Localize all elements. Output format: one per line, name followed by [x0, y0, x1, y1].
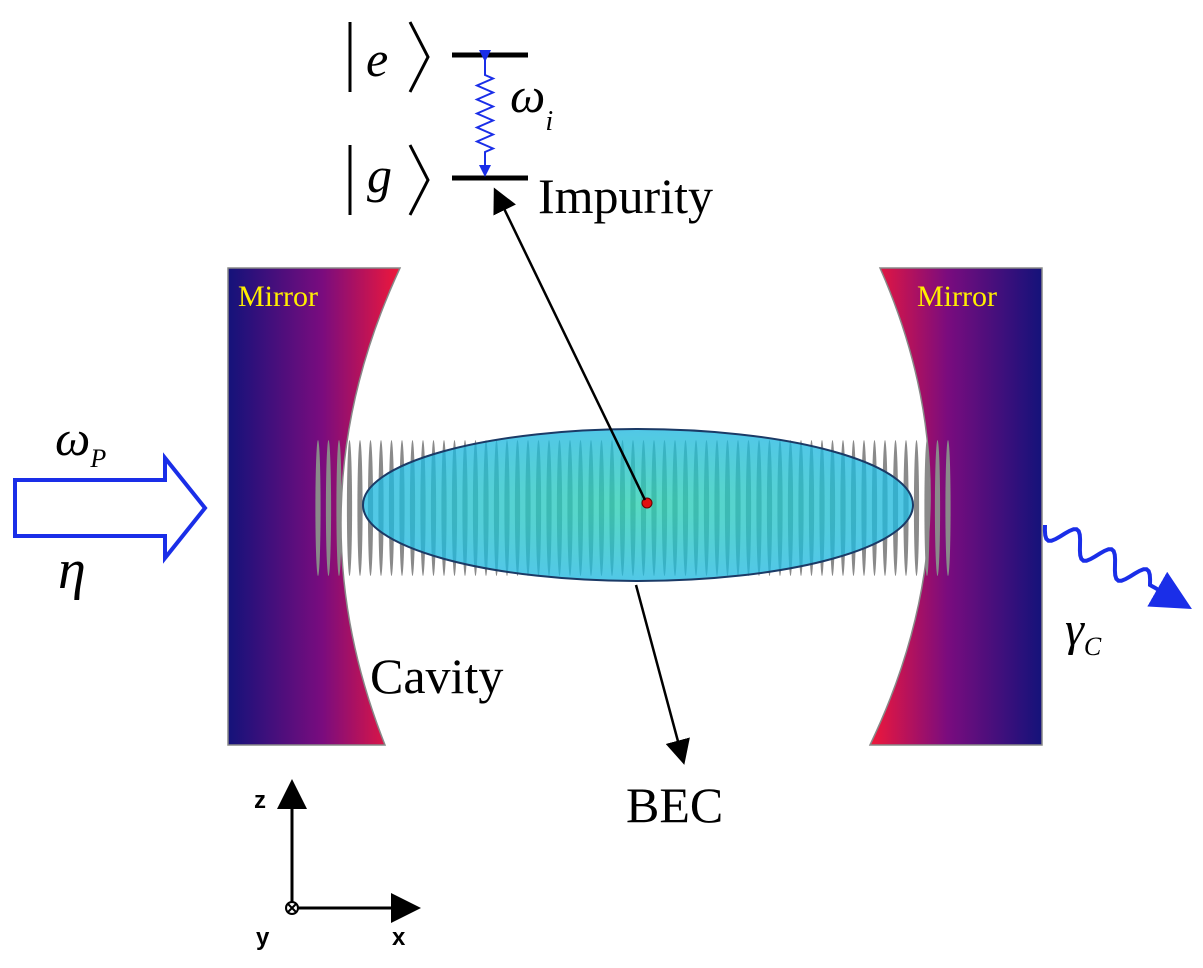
wave-stripe [336, 440, 342, 576]
ground-state: g [367, 147, 392, 203]
pump-arrow [13, 452, 208, 564]
bec-cloud [362, 428, 914, 582]
ground-ket: g [348, 144, 430, 216]
impurity-atom [641, 497, 653, 509]
wave-stripe [913, 440, 920, 576]
wave-stripe [315, 440, 321, 576]
pump-frequency: ωP [55, 410, 106, 473]
wave-stripe [357, 440, 363, 576]
cavity-label: Cavity [370, 648, 503, 704]
z-label: z [254, 787, 266, 814]
transition-frequency: ωi [510, 67, 553, 137]
impurity-arrow [493, 187, 647, 501]
pump-amplitude: η [58, 539, 86, 601]
transition-wave [474, 50, 496, 177]
bec-arrow [634, 584, 690, 765]
wave-stripe [325, 440, 332, 576]
wave-stripe [934, 440, 941, 576]
excited-state: e [366, 31, 388, 87]
decay-wave [1042, 524, 1192, 609]
bec-label: BEC [626, 777, 723, 833]
mirror-label: Mirror [917, 280, 997, 313]
cavity-decay: γC [1065, 603, 1102, 661]
mirror-label: Mirror [238, 280, 318, 313]
x-label: x [392, 924, 406, 951]
wave-stripe [924, 440, 930, 576]
y-label: y [256, 924, 270, 951]
excited-ket: e [348, 21, 430, 93]
y-axis-symbol [285, 901, 299, 915]
right-mirror [868, 267, 1043, 746]
wave-stripe [346, 440, 353, 576]
wave-stripe [945, 440, 951, 576]
impurity-label: Impurity [538, 168, 713, 224]
